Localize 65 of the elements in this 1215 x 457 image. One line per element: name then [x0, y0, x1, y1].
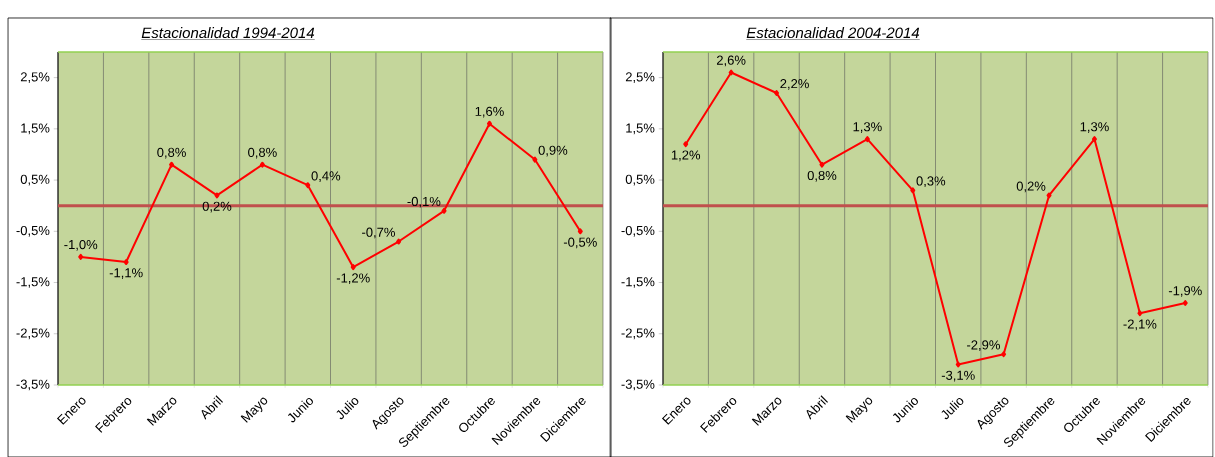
- data-label: -2,9%: [967, 340, 1000, 352]
- point: [350, 264, 356, 271]
- y-tick-label: -3,5%: [16, 379, 50, 391]
- y-tick-label: 0,5%: [20, 174, 50, 186]
- point: [819, 161, 825, 168]
- y-tick-label: -2,5%: [621, 328, 655, 340]
- point: [305, 182, 311, 189]
- data-label: 0,8%: [248, 147, 277, 159]
- data-label: -1,9%: [1168, 286, 1202, 297]
- data-label: 1,6%: [475, 106, 504, 118]
- point: [396, 238, 402, 245]
- y-tick-label: -0,5%: [621, 225, 655, 237]
- point: [1001, 351, 1007, 358]
- data-label: 0,8%: [157, 147, 186, 159]
- y-tick-label: 2,5%: [625, 72, 655, 83]
- point: [486, 120, 492, 127]
- data-label: -0,7%: [362, 227, 395, 239]
- data-label: -1,1%: [109, 268, 143, 279]
- data-label: 0,3%: [916, 176, 946, 188]
- data-label: 1,2%: [671, 150, 701, 162]
- y-tick-label: -0,5%: [16, 225, 50, 237]
- point: [214, 192, 220, 199]
- point: [169, 161, 175, 168]
- y-tick-label: -3,5%: [621, 379, 655, 391]
- y-tick-label: -1,5%: [621, 277, 655, 288]
- chart-title: Estacionalidad 1994-2014: [141, 27, 315, 39]
- data-label: 0,9%: [538, 145, 568, 157]
- data-label: -1,2%: [336, 273, 370, 285]
- x-tick-label: Julio: [336, 397, 359, 420]
- point: [78, 253, 84, 260]
- data-label: -0,5%: [563, 237, 597, 249]
- point: [728, 69, 734, 76]
- point: [1137, 310, 1143, 317]
- y-tick-label: 2,5%: [20, 72, 50, 83]
- point: [577, 228, 583, 235]
- data-label: 1,3%: [853, 122, 882, 133]
- data-label: 2,6%: [716, 55, 746, 67]
- point: [774, 89, 780, 96]
- data-label: 0,2%: [202, 201, 232, 213]
- chart-title: Estacionalidad 2004-2014: [746, 27, 920, 39]
- data-label: 2,2%: [780, 79, 809, 90]
- point: [123, 259, 129, 266]
- y-tick-label: 1,5%: [626, 123, 655, 135]
- data-label: -2,1%: [1123, 319, 1157, 331]
- x-tick-label: Julio: [941, 397, 964, 420]
- point: [955, 361, 961, 368]
- data-label: 0,8%: [807, 170, 837, 182]
- point: [259, 161, 265, 168]
- data-label: 0,4%: [311, 171, 341, 182]
- y-tick-label: -2,5%: [16, 328, 50, 340]
- y-tick-label: 0,5%: [625, 174, 655, 186]
- data-label: -1,0%: [64, 239, 98, 251]
- point: [532, 156, 538, 163]
- point: [1182, 300, 1188, 307]
- data-label: -3,1%: [941, 370, 975, 382]
- point: [910, 187, 916, 194]
- point: [683, 141, 689, 148]
- data-label: 0,2%: [1016, 181, 1046, 193]
- data-label: 1,3%: [1080, 122, 1109, 133]
- y-tick-label: -1,5%: [16, 277, 50, 288]
- point: [1091, 136, 1097, 143]
- point: [441, 207, 447, 214]
- point: [1046, 192, 1052, 199]
- point: [864, 136, 870, 143]
- y-tick-label: 1,5%: [21, 123, 50, 135]
